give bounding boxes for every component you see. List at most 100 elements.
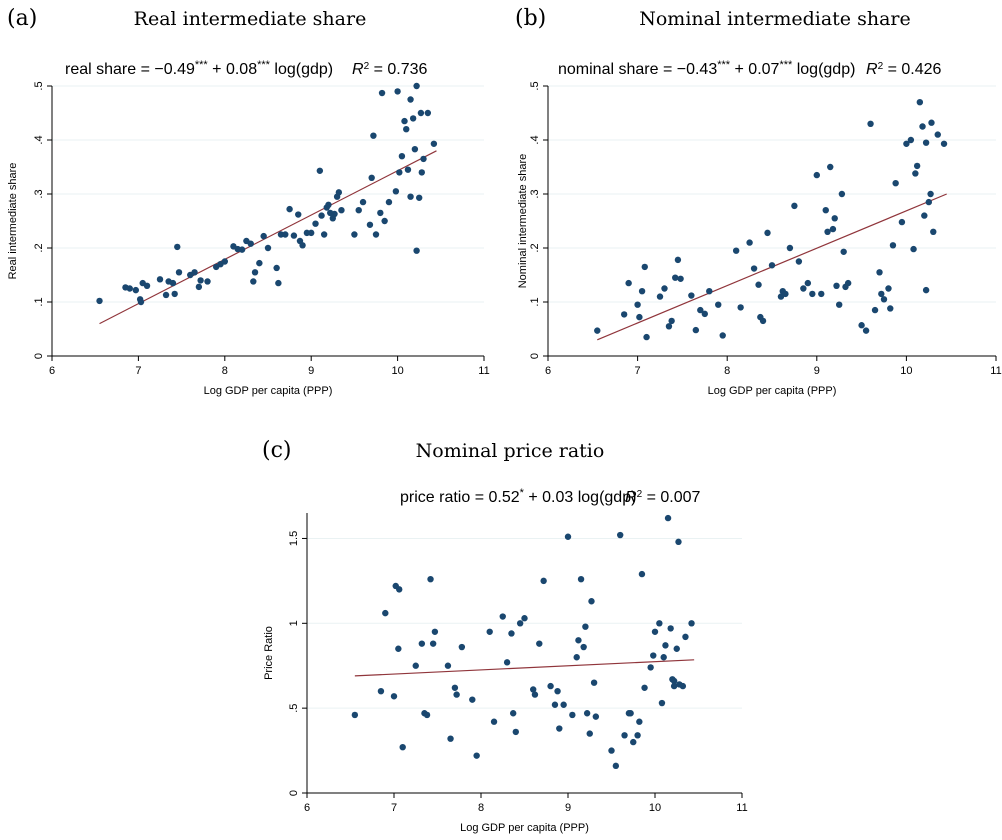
x-tick-label: 6 <box>304 802 310 814</box>
y-tick-label: 0 <box>33 353 45 359</box>
data-point <box>423 711 431 719</box>
data-point <box>913 162 921 170</box>
x-tick-label: 9 <box>814 365 820 377</box>
data-point <box>536 640 543 647</box>
data-point <box>641 263 648 271</box>
data-point <box>251 269 259 276</box>
data-point <box>889 242 897 249</box>
data-point <box>156 276 164 283</box>
data-point <box>927 190 934 198</box>
data-point <box>377 209 384 217</box>
data-point <box>509 710 517 717</box>
y-tick-label: .3 <box>529 189 541 198</box>
data-point <box>662 642 669 649</box>
y-axis-label: Price Ratio <box>263 626 275 680</box>
data-point <box>564 533 572 540</box>
data-point <box>316 167 324 174</box>
data-point <box>275 279 282 287</box>
data-point <box>829 225 837 233</box>
data-point <box>312 220 319 227</box>
data-point <box>195 283 203 291</box>
data-point <box>701 310 708 318</box>
data-point <box>413 247 420 254</box>
data-point <box>573 654 580 661</box>
data-point <box>372 231 380 238</box>
data-point <box>556 725 563 732</box>
data-point <box>590 679 598 686</box>
data-point <box>782 290 789 298</box>
data-point <box>407 96 414 103</box>
data-point <box>764 229 771 237</box>
y-tick-label: 0 <box>288 790 300 796</box>
data-point <box>569 711 576 719</box>
data-point <box>719 332 726 339</box>
data-point <box>672 274 679 281</box>
x-tick-label: 7 <box>635 365 641 377</box>
data-point <box>351 711 359 719</box>
data-point <box>916 99 924 106</box>
data-point <box>473 752 480 759</box>
data-point <box>547 682 554 690</box>
panel-letter: (a) <box>7 6 38 31</box>
x-tick-label: 8 <box>724 365 730 377</box>
data-point <box>318 212 325 219</box>
data-point <box>650 652 657 659</box>
data-point <box>592 713 600 720</box>
data-point <box>656 620 663 627</box>
fit-line <box>354 659 695 677</box>
data-point <box>338 207 345 214</box>
data-point <box>299 242 306 249</box>
data-point <box>264 244 272 252</box>
data-point <box>833 282 840 289</box>
data-point <box>871 306 879 314</box>
data-point <box>403 126 410 133</box>
data-point <box>617 531 624 539</box>
regression-equation: real share = −0.49*** + 0.08*** log(gdp) <box>65 59 333 78</box>
y-tick-label: .4 <box>529 135 541 144</box>
x-tick-label: 7 <box>135 365 141 377</box>
data-point <box>174 243 181 251</box>
regression-equation: nominal share = −0.43*** + 0.07*** log(g… <box>558 59 855 78</box>
y-tick-label: .5 <box>288 704 300 713</box>
x-tick-label: 6 <box>49 365 55 377</box>
data-point <box>661 285 668 292</box>
y-tick-label: 1.5 <box>288 531 300 546</box>
x-axis-label: Log GDP per capita (PPP) <box>708 385 837 397</box>
data-point <box>126 285 133 292</box>
data-point <box>368 174 375 181</box>
y-tick-label: .1 <box>529 297 541 306</box>
data-point <box>922 286 930 294</box>
data-point <box>862 327 870 334</box>
data-point <box>625 279 632 287</box>
data-point <box>688 292 695 299</box>
data-point <box>732 247 740 254</box>
data-point <box>922 139 930 146</box>
data-point <box>582 623 589 630</box>
data-point <box>668 317 675 325</box>
data-point <box>791 202 798 210</box>
data-point <box>750 265 758 272</box>
data-point <box>903 140 910 147</box>
data-point <box>660 654 667 661</box>
data-point <box>677 275 684 282</box>
data-point <box>409 115 417 122</box>
data-point <box>430 140 438 147</box>
data-point <box>325 201 332 208</box>
x-tick-label: 10 <box>900 365 912 377</box>
data-point <box>286 205 293 213</box>
data-point <box>503 659 511 666</box>
fit-line <box>99 150 437 325</box>
y-tick-label: .4 <box>33 135 45 144</box>
data-point <box>444 662 452 669</box>
data-point <box>577 575 585 583</box>
data-point <box>401 117 408 125</box>
data-point <box>594 327 601 334</box>
panel-title: Nominal intermediate share <box>639 8 911 30</box>
data-point <box>411 145 419 153</box>
data-point <box>197 277 204 284</box>
x-tick-label: 9 <box>565 802 571 814</box>
data-point <box>191 269 198 276</box>
data-point <box>308 229 315 237</box>
data-point <box>516 620 524 627</box>
